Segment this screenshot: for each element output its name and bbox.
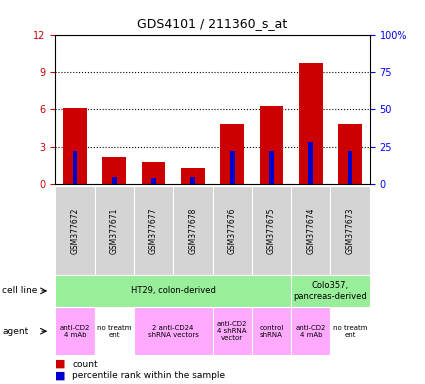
Text: ■: ■: [55, 371, 66, 381]
Text: no treatm
ent: no treatm ent: [333, 325, 367, 338]
Text: control
shRNA: control shRNA: [259, 325, 283, 338]
Bar: [63, 108, 87, 184]
Text: ■: ■: [55, 359, 66, 369]
Text: GSM377673: GSM377673: [346, 207, 354, 254]
Text: HT29, colon-derived: HT29, colon-derived: [131, 286, 215, 295]
Bar: [142, 162, 165, 184]
Bar: [190, 177, 195, 184]
Bar: [299, 63, 323, 184]
Bar: [73, 151, 77, 184]
Text: GDS4101 / 211360_s_at: GDS4101 / 211360_s_at: [137, 17, 288, 30]
Bar: [260, 106, 283, 184]
Bar: [348, 151, 352, 184]
Bar: [102, 157, 126, 184]
Text: cell line: cell line: [2, 286, 37, 295]
Bar: [338, 124, 362, 184]
Text: count: count: [72, 359, 98, 369]
Text: GSM377674: GSM377674: [306, 207, 315, 254]
Text: GSM377678: GSM377678: [188, 207, 197, 253]
Text: GSM377672: GSM377672: [71, 207, 79, 253]
Text: anti-CD2
4 mAb: anti-CD2 4 mAb: [60, 325, 90, 338]
Text: GSM377675: GSM377675: [267, 207, 276, 254]
Text: agent: agent: [2, 327, 28, 336]
Text: GSM377671: GSM377671: [110, 207, 119, 253]
Text: 2 anti-CD24
shRNA vectors: 2 anti-CD24 shRNA vectors: [148, 325, 198, 338]
Bar: [309, 142, 313, 184]
Bar: [220, 124, 244, 184]
Bar: [151, 178, 156, 184]
Bar: [230, 151, 235, 184]
Text: GSM377676: GSM377676: [228, 207, 237, 254]
Bar: [181, 168, 205, 184]
Text: no treatm
ent: no treatm ent: [97, 325, 131, 338]
Text: GSM377677: GSM377677: [149, 207, 158, 254]
Text: anti-CD2
4 shRNA
vector: anti-CD2 4 shRNA vector: [217, 321, 247, 341]
Text: anti-CD2
4 mAb: anti-CD2 4 mAb: [296, 325, 326, 338]
Text: Colo357,
pancreas-derived: Colo357, pancreas-derived: [294, 281, 367, 301]
Text: percentile rank within the sample: percentile rank within the sample: [72, 371, 225, 380]
Bar: [112, 177, 116, 184]
Bar: [269, 151, 274, 184]
